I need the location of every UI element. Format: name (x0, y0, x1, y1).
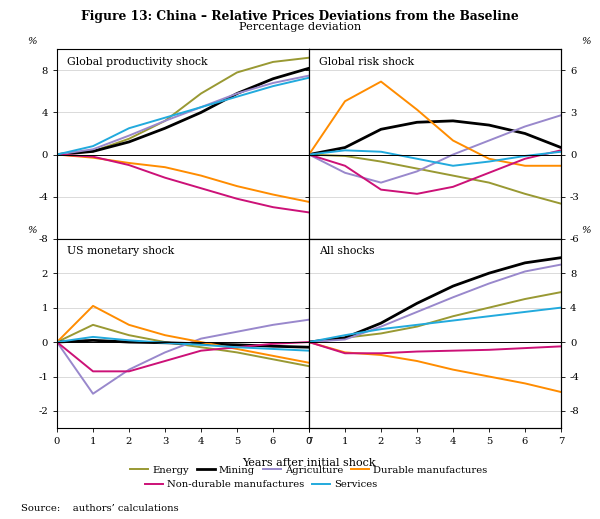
Text: All shocks: All shocks (319, 247, 374, 256)
Text: %: % (27, 36, 37, 46)
Text: Source:    authors’ calculations: Source: authors’ calculations (21, 504, 179, 513)
Text: Percentage deviation: Percentage deviation (239, 22, 361, 32)
Text: Global risk shock: Global risk shock (319, 57, 414, 67)
Legend: Non-durable manufactures, Services: Non-durable manufactures, Services (141, 476, 381, 493)
Text: %: % (581, 36, 591, 46)
Text: Global productivity shock: Global productivity shock (67, 57, 208, 67)
Legend: Energy, Mining, Agriculture, Durable manufactures: Energy, Mining, Agriculture, Durable man… (127, 462, 491, 479)
Text: %: % (27, 226, 37, 235)
Text: Years after initial shock: Years after initial shock (242, 458, 376, 468)
Text: US monetary shock: US monetary shock (67, 247, 175, 256)
Text: %: % (581, 226, 591, 235)
Text: Figure 13: China – Relative Prices Deviations from the Baseline: Figure 13: China – Relative Prices Devia… (81, 10, 519, 23)
